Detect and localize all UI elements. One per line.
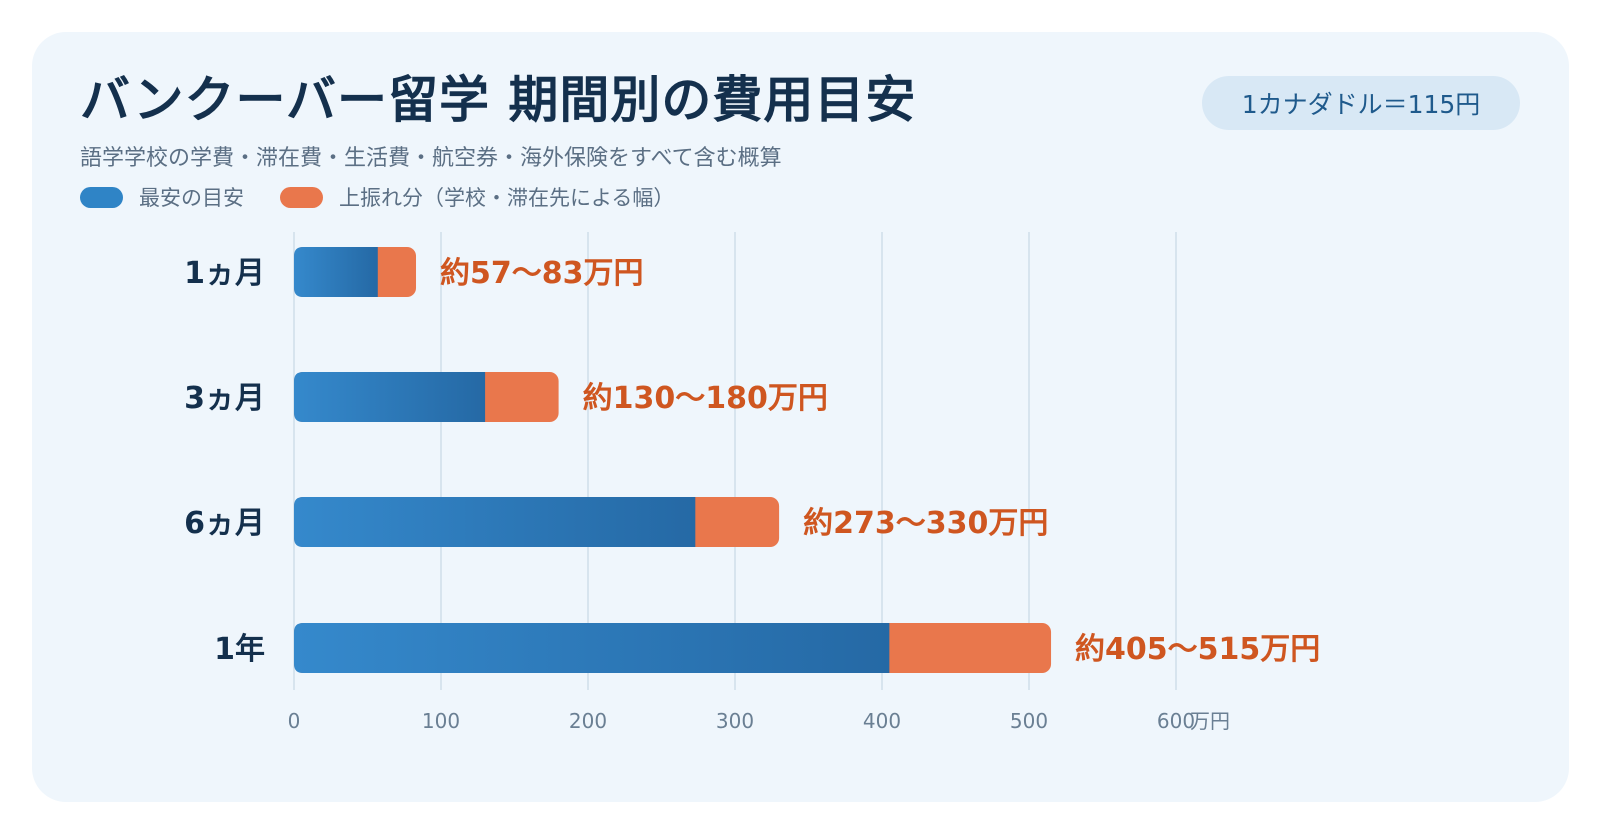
grid-lines: [293, 232, 1177, 690]
value-label: 約130〜180万円: [583, 381, 828, 416]
x-axis-unit: 万円: [1190, 709, 1230, 733]
chart-title: バンクーバー留学 期間別の費用目安: [80, 71, 917, 129]
x-tick-label: 400: [863, 709, 901, 733]
category-label: 6ヵ月: [184, 506, 265, 541]
legend-swatch-base: [80, 186, 123, 208]
bar-base: [294, 497, 696, 547]
chart-subtitle: 語学学校の学費・滞在費・生活費・航空券・海外保険をすべて含む概算: [80, 146, 782, 171]
chart-card: バンクーバー留学 期間別の費用目安 語学学校の学費・滞在費・生活費・航空券・海外…: [32, 32, 1569, 802]
legend-label-base: 最安の目安: [139, 186, 244, 210]
exchange-rate-badge: 1カナダドル＝115円: [1202, 76, 1520, 130]
legend-item-base: 最安の目安: [80, 182, 244, 212]
legend: 最安の目安 上振れ分（学校・滞在先による幅）: [80, 182, 694, 212]
value-label: 約57〜83万円: [440, 256, 644, 291]
bar-base: [294, 623, 890, 673]
category-label: 3ヵ月: [184, 381, 265, 416]
legend-label-range: 上振れ分（学校・滞在先による幅）: [339, 186, 675, 210]
x-tick-label: 600: [1157, 709, 1195, 733]
category-label: 1ヵ月: [184, 256, 265, 291]
x-tick-label: 300: [716, 709, 754, 733]
legend-swatch-range: [280, 186, 323, 208]
x-tick-label: 200: [569, 709, 607, 733]
x-tick-label: 500: [1010, 709, 1048, 733]
category-label: 1年: [214, 632, 265, 667]
bar-base: [294, 247, 378, 297]
x-tick-label: 100: [422, 709, 460, 733]
legend-item-range: 上振れ分（学校・滞在先による幅）: [280, 182, 674, 212]
value-label: 約405〜515万円: [1075, 632, 1320, 667]
bar-base: [294, 372, 486, 422]
x-tick-label: 0: [288, 709, 301, 733]
value-label: 約273〜330万円: [803, 506, 1048, 541]
bars: [294, 247, 1052, 673]
